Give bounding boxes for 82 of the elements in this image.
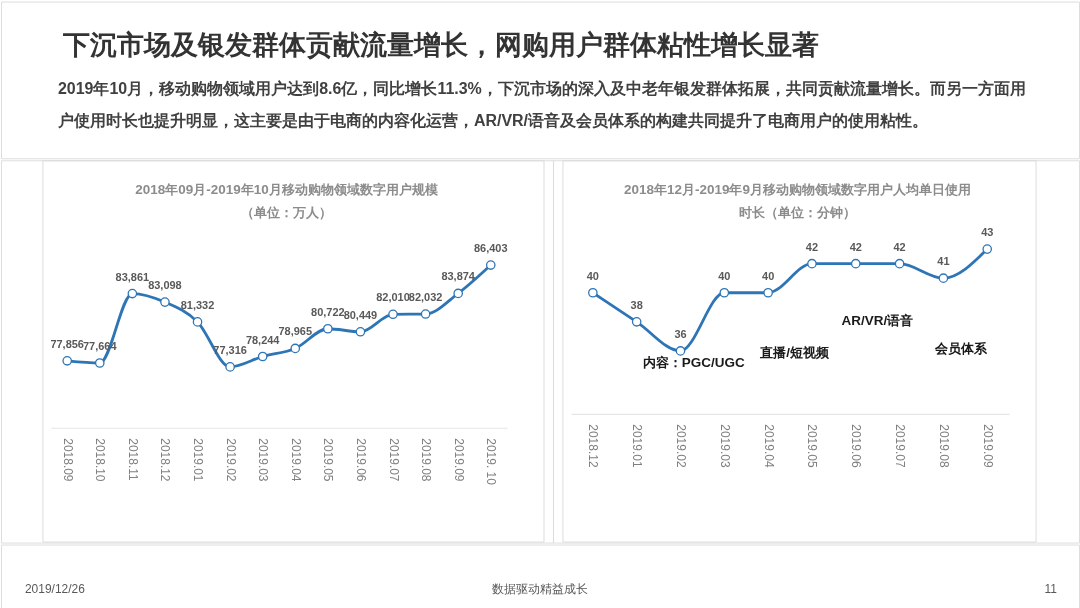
x-tick-label: 2018.12 <box>158 438 173 482</box>
point <box>588 287 598 298</box>
data-label: 78,244 <box>245 333 281 346</box>
x-tick-label: 2019.08 <box>936 424 951 468</box>
point <box>225 362 235 372</box>
x-tick-label: 2019.09 <box>451 438 466 482</box>
x-tick-label: 2019. 10 <box>484 438 499 486</box>
point <box>257 351 268 362</box>
point <box>807 258 817 269</box>
data-label: 41 <box>937 255 950 268</box>
x-tick-label: 2019.09 <box>980 424 995 468</box>
x-tick-label: 2019.02 <box>223 438 238 482</box>
data-label: 83,874 <box>441 270 476 283</box>
point <box>453 288 464 299</box>
data-label: 81,332 <box>180 298 215 311</box>
text: 数据驱动精益成长 <box>492 582 588 597</box>
x-tick-label: 2019.01 <box>191 438 206 482</box>
data-label: 38 <box>630 298 643 311</box>
data-label: 77,856 <box>50 337 84 350</box>
data-label: 42 <box>893 240 906 253</box>
data-label: 78,965 <box>278 325 313 338</box>
data-label: 83,861 <box>115 270 150 283</box>
x-tick-label: 2018.09 <box>60 438 75 482</box>
x-tick-label: 2018.10 <box>93 438 108 482</box>
chart-title: 2018年09月-2019年10月移动购物领域数字用户规模 <box>135 182 439 198</box>
data-label: 40 <box>718 269 731 282</box>
x-tick-label: 2019.05 <box>321 438 336 482</box>
x-tick-label: 2019.02 <box>674 424 688 468</box>
x-tick-label: 2019.01 <box>630 424 645 468</box>
point <box>631 317 642 327</box>
x-tick-label: 2019.07 <box>893 424 908 468</box>
x-tick-label: 2019.04 <box>288 438 303 482</box>
annotation: AR/VR/语音 <box>841 312 914 328</box>
data-label: 36 <box>674 327 687 340</box>
point <box>938 273 949 284</box>
x-tick-label: 2019.07 <box>386 438 401 482</box>
point <box>719 287 730 298</box>
data-label: 83,098 <box>148 279 182 292</box>
x-tick-label: 2019.06 <box>353 438 368 482</box>
annotation: 直播/短视频 <box>759 344 830 360</box>
data-label: 80,722 <box>311 305 345 318</box>
text: 2019年10月，移动购物领域用户达到8.6亿，同比增长11.3%，下沉市场的深入及中老年银发群体拓展，共同贡献流量增长。而另一方面用户使用时长也提升明显，这主要是由于电商的内容化运营，AR/VR/语音及会员体系的构建共同提升了电商用户的使用粘性。 <box>56 79 1026 130</box>
data-label: 40 <box>762 269 775 282</box>
x-tick-label: 2019.03 <box>256 438 271 482</box>
x-tick-label: 2018.11 <box>125 438 140 481</box>
x-tick-label: 2019.08 <box>419 438 434 482</box>
data-label: 42 <box>805 240 819 253</box>
point <box>894 258 905 269</box>
point <box>355 326 366 337</box>
point <box>850 258 861 269</box>
data-label: 82,032 <box>408 291 443 304</box>
annotation: 会员体系 <box>934 340 989 356</box>
data-label: 82,010 <box>376 291 410 304</box>
point <box>192 317 203 327</box>
point <box>62 356 73 366</box>
point <box>388 309 398 320</box>
text: 2019/12/26 <box>24 582 86 597</box>
data-label: 42 <box>849 240 862 253</box>
point <box>323 323 333 334</box>
point <box>485 260 496 270</box>
text: 11 <box>1044 582 1058 597</box>
data-label: 80,449 <box>343 308 378 321</box>
text: 下沉市场及银发群体贡献流量增长，网购用户群体粘性增长显著 <box>61 30 819 61</box>
point <box>290 343 301 354</box>
x-tick-label: 2019.06 <box>849 424 864 468</box>
point <box>420 309 431 319</box>
point <box>160 297 170 307</box>
point <box>94 358 105 368</box>
point <box>127 288 138 299</box>
point <box>763 287 773 298</box>
data-label: 43 <box>981 226 994 239</box>
chart-title: 2018年12月-2019年9月移动购物领域数字用户人均单日使用时长（单位：分钟） <box>624 182 971 221</box>
point <box>675 346 686 356</box>
data-label: 40 <box>586 269 599 282</box>
text: 内容：PGC/UGC <box>642 354 745 370</box>
x-tick-label: 2019.04 <box>761 424 776 468</box>
point <box>982 244 993 254</box>
chart-subtitle: （单位：万人） <box>240 205 332 221</box>
x-tick-label: 2018.12 <box>586 424 601 468</box>
data-label: 86,403 <box>473 242 508 255</box>
x-tick-label: 2019.03 <box>717 424 732 468</box>
x-tick-label: 2019.05 <box>805 424 820 468</box>
